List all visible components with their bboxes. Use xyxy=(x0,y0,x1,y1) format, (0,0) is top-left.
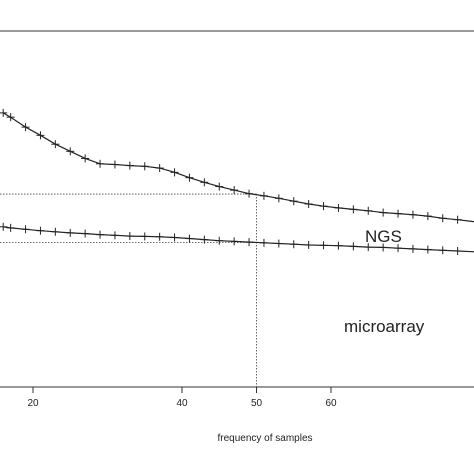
data-point-ngs xyxy=(259,191,268,200)
data-point-ngs xyxy=(6,113,15,122)
data-point-microarray xyxy=(140,232,149,241)
data-point-microarray xyxy=(96,230,105,239)
data-point-microarray xyxy=(394,244,403,253)
data-point-microarray xyxy=(185,234,194,243)
data-point-microarray xyxy=(230,237,239,246)
data-point-microarray xyxy=(66,228,75,237)
data-point-ngs xyxy=(185,173,194,182)
data-point-microarray xyxy=(6,223,15,232)
data-point-ngs xyxy=(155,164,164,173)
data-point-ngs xyxy=(408,210,417,219)
data-point-ngs xyxy=(364,206,373,215)
data-point-ngs xyxy=(349,205,358,214)
data-point-ngs xyxy=(215,182,224,191)
data-point-ngs xyxy=(51,140,60,149)
data-point-microarray xyxy=(334,241,343,250)
data-point-ngs xyxy=(245,189,254,198)
data-point-ngs xyxy=(304,200,313,209)
data-point-ngs xyxy=(125,161,134,170)
data-point-ngs xyxy=(289,197,298,206)
series-label-microarray: microarray xyxy=(344,317,425,336)
data-point-ngs xyxy=(379,208,388,217)
data-point-microarray xyxy=(364,243,373,252)
data-point-microarray xyxy=(51,227,60,236)
data-point-ngs xyxy=(453,215,462,224)
data-point-microarray xyxy=(319,241,328,250)
data-point-microarray xyxy=(81,229,90,238)
data-point-microarray xyxy=(349,242,358,251)
data-point-ngs xyxy=(140,162,149,171)
data-point-microarray xyxy=(200,235,209,244)
data-point-microarray xyxy=(170,233,179,242)
data-point-microarray xyxy=(453,247,462,256)
data-point-microarray xyxy=(155,232,164,241)
data-point-microarray xyxy=(215,236,224,245)
data-point-ngs xyxy=(0,108,8,117)
data-point-microarray xyxy=(0,222,8,231)
data-point-microarray xyxy=(274,239,283,248)
x-tick-label-60: 60 xyxy=(325,398,337,409)
data-point-ngs xyxy=(319,202,328,211)
series-line-microarray xyxy=(3,226,474,253)
data-point-ngs xyxy=(423,212,432,221)
data-point-microarray xyxy=(245,238,254,247)
data-point-microarray xyxy=(125,232,134,241)
data-point-ngs xyxy=(96,159,105,168)
data-point-ngs xyxy=(66,147,75,156)
data-point-ngs xyxy=(36,131,45,140)
x-tick-label-20: 20 xyxy=(27,398,39,409)
data-point-ngs xyxy=(170,168,179,177)
data-point-ngs xyxy=(230,186,239,195)
data-point-microarray xyxy=(304,240,313,249)
series-label-ngs: NGS xyxy=(365,227,402,246)
data-point-microarray xyxy=(36,226,45,235)
data-point-ngs xyxy=(81,154,90,163)
x-tick-label-40: 40 xyxy=(176,398,188,409)
data-point-ngs xyxy=(394,209,403,218)
data-point-microarray xyxy=(110,231,119,240)
data-point-microarray xyxy=(408,244,417,253)
data-point-ngs xyxy=(21,123,30,132)
data-point-microarray xyxy=(259,238,268,247)
x-tick-label-50: 50 xyxy=(251,398,263,409)
data-point-ngs xyxy=(334,203,343,212)
data-point-ngs xyxy=(110,160,119,169)
data-point-microarray xyxy=(423,245,432,254)
data-point-ngs xyxy=(438,214,447,223)
data-point-microarray xyxy=(438,246,447,255)
x-axis-label: frequency of samples xyxy=(217,433,312,444)
data-point-microarray xyxy=(21,225,30,234)
series-line-ngs xyxy=(2,112,474,223)
data-point-ngs xyxy=(200,178,209,187)
data-point-microarray xyxy=(289,240,298,249)
data-point-microarray xyxy=(379,243,388,252)
data-point-ngs xyxy=(274,194,283,203)
